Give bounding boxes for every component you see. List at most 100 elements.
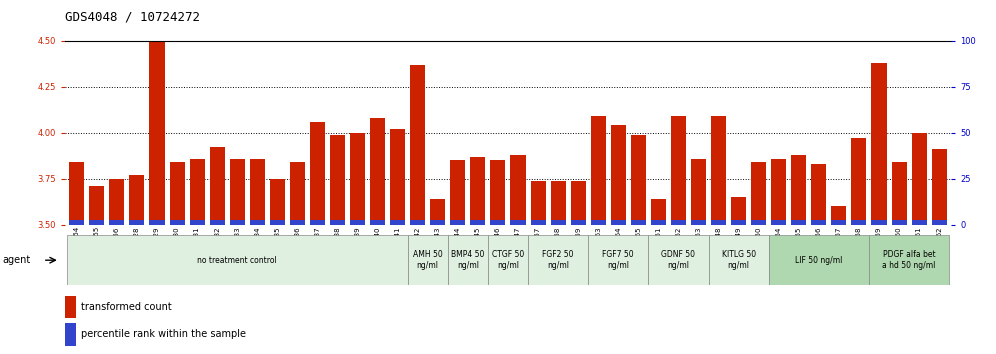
Bar: [410, 220, 425, 225]
Bar: [65, 296, 77, 318]
Text: percentile rank within the sample: percentile rank within the sample: [81, 329, 246, 339]
Bar: [110, 179, 124, 225]
Bar: [371, 118, 385, 225]
Bar: [852, 138, 867, 225]
Bar: [371, 220, 385, 225]
Bar: [330, 135, 345, 225]
Bar: [129, 220, 144, 225]
Bar: [911, 220, 926, 225]
Bar: [350, 220, 366, 225]
Bar: [290, 162, 305, 225]
Bar: [410, 65, 425, 225]
Bar: [230, 220, 245, 225]
Bar: [691, 159, 706, 225]
Bar: [390, 220, 405, 225]
Bar: [551, 181, 566, 225]
Bar: [771, 220, 786, 225]
Bar: [390, 129, 405, 225]
Bar: [791, 155, 807, 225]
Bar: [270, 179, 285, 225]
Text: agent: agent: [2, 255, 30, 265]
Text: transformed count: transformed count: [81, 302, 171, 312]
Bar: [230, 159, 245, 225]
Bar: [189, 220, 204, 225]
Bar: [149, 41, 164, 225]
Bar: [110, 220, 124, 225]
Bar: [852, 220, 867, 225]
Bar: [591, 220, 606, 225]
Bar: [571, 181, 586, 225]
Bar: [731, 220, 746, 225]
Text: KITLG 50
ng/ml: KITLG 50 ng/ml: [721, 251, 756, 270]
Bar: [571, 220, 586, 225]
Bar: [771, 159, 786, 225]
Bar: [407, 235, 448, 285]
Bar: [470, 157, 485, 225]
Bar: [511, 220, 526, 225]
Text: GDNF 50
ng/ml: GDNF 50 ng/ml: [661, 251, 695, 270]
Bar: [70, 162, 85, 225]
Bar: [711, 116, 726, 225]
Bar: [671, 220, 686, 225]
Bar: [711, 220, 726, 225]
Bar: [630, 220, 645, 225]
Text: FGF2 50
ng/ml: FGF2 50 ng/ml: [543, 251, 574, 270]
Bar: [90, 186, 105, 225]
Bar: [531, 181, 546, 225]
Text: AMH 50
ng/ml: AMH 50 ng/ml: [413, 251, 442, 270]
Bar: [169, 162, 184, 225]
Bar: [531, 220, 546, 225]
Bar: [589, 235, 648, 285]
Bar: [551, 220, 566, 225]
Bar: [169, 220, 184, 225]
Text: CTGF 50
ng/ml: CTGF 50 ng/ml: [492, 251, 524, 270]
Bar: [611, 220, 625, 225]
Bar: [90, 220, 105, 225]
Bar: [67, 235, 407, 285]
Bar: [430, 199, 445, 225]
Bar: [911, 133, 926, 225]
Bar: [450, 220, 465, 225]
Bar: [490, 160, 505, 225]
Text: GDS4048 / 10724272: GDS4048 / 10724272: [65, 11, 200, 24]
Bar: [490, 220, 505, 225]
Bar: [648, 235, 708, 285]
Bar: [708, 235, 769, 285]
Bar: [189, 159, 204, 225]
Bar: [791, 220, 807, 225]
Bar: [488, 235, 528, 285]
Bar: [832, 206, 847, 225]
Bar: [591, 116, 606, 225]
Bar: [691, 220, 706, 225]
Bar: [769, 235, 869, 285]
Bar: [872, 63, 886, 225]
Bar: [250, 159, 265, 225]
Bar: [832, 220, 847, 225]
Text: LIF 50 ng/ml: LIF 50 ng/ml: [795, 256, 843, 265]
Bar: [448, 235, 488, 285]
Text: PDGF alfa bet
a hd 50 ng/ml: PDGF alfa bet a hd 50 ng/ml: [882, 251, 936, 270]
Bar: [611, 125, 625, 225]
Bar: [751, 220, 766, 225]
Bar: [450, 160, 465, 225]
Bar: [872, 220, 886, 225]
Bar: [209, 220, 225, 225]
Bar: [270, 220, 285, 225]
Bar: [430, 220, 445, 225]
Bar: [350, 133, 366, 225]
Bar: [931, 149, 946, 225]
Text: no treatment control: no treatment control: [197, 256, 277, 265]
Bar: [310, 220, 325, 225]
Bar: [630, 135, 645, 225]
Bar: [511, 155, 526, 225]
Bar: [290, 220, 305, 225]
Bar: [931, 220, 946, 225]
Bar: [671, 116, 686, 225]
Bar: [891, 162, 906, 225]
Bar: [650, 220, 666, 225]
Bar: [330, 220, 345, 225]
Bar: [528, 235, 589, 285]
Bar: [812, 164, 827, 225]
Bar: [891, 220, 906, 225]
Bar: [149, 220, 164, 225]
